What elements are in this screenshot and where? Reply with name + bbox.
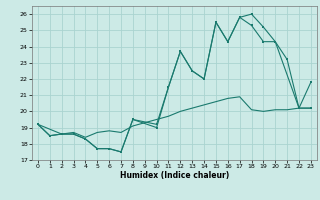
X-axis label: Humidex (Indice chaleur): Humidex (Indice chaleur) bbox=[120, 171, 229, 180]
